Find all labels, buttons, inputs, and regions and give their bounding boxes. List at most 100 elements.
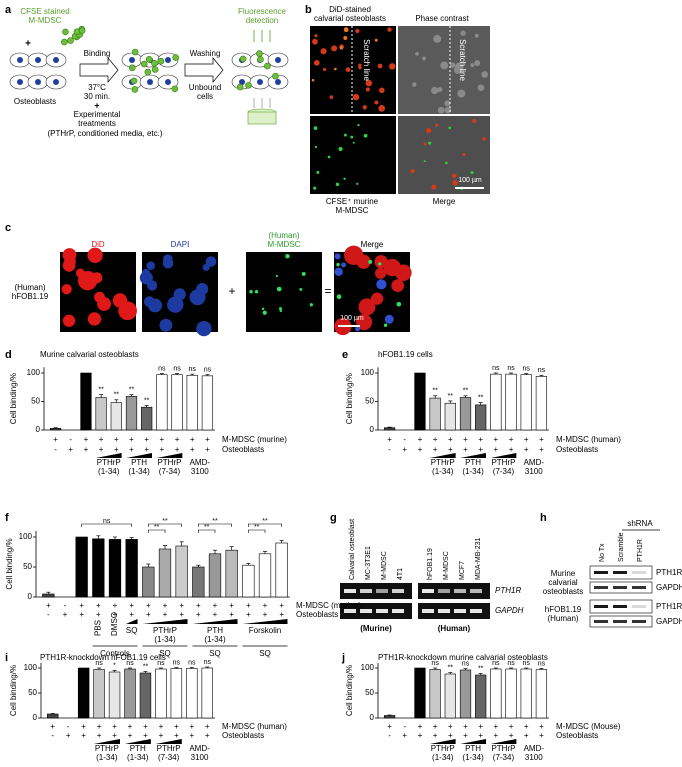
bar	[192, 566, 205, 598]
cell-dot	[343, 35, 348, 40]
band	[438, 609, 450, 613]
significance: ns	[462, 660, 470, 667]
significance: **	[162, 518, 168, 525]
condition-sign: +	[463, 731, 468, 740]
cell-dot	[368, 259, 373, 264]
dose-ramp	[125, 619, 138, 624]
mdsc-dot	[130, 77, 138, 85]
condition-name: M-MDSC (human)	[222, 722, 287, 731]
cell-dot	[148, 298, 163, 313]
cell-dot	[335, 182, 340, 187]
condition-sign: +	[179, 601, 184, 610]
label: DiD-stained	[329, 5, 371, 14]
bar	[186, 374, 198, 431]
bar	[42, 593, 55, 598]
cell-dot	[64, 255, 76, 268]
cell-dot	[320, 48, 327, 55]
dose-ramp	[242, 619, 288, 624]
label: 3100	[191, 753, 209, 762]
condition-sign: +	[66, 731, 71, 740]
y-axis-label: Cell binding/%	[9, 373, 18, 424]
bar	[535, 376, 548, 431]
label: SQ	[126, 626, 138, 635]
condition-sign: +	[144, 435, 149, 444]
label: PTH1R	[495, 586, 521, 595]
dose-ramp	[126, 453, 152, 458]
cell-dot	[415, 52, 419, 56]
condition-sign: +	[448, 435, 453, 444]
micrograph	[310, 116, 396, 194]
condition-sign: +	[433, 435, 438, 444]
bar	[171, 374, 183, 431]
label: Scramble	[618, 532, 625, 562]
cell-dot	[311, 78, 315, 82]
condition-sign: -	[388, 731, 391, 740]
y-tick-label: 0	[28, 592, 33, 601]
cell-dot	[339, 46, 344, 50]
bar	[47, 713, 59, 719]
label: 30 min.	[84, 92, 110, 101]
condition-sign: +	[463, 722, 468, 731]
cell-dot	[365, 79, 373, 87]
bar	[49, 427, 62, 431]
mdsc-dot	[78, 27, 86, 34]
mdsc-dot	[157, 57, 165, 65]
significance: **	[143, 663, 149, 670]
cell-dot	[472, 119, 477, 124]
cell-dot	[334, 253, 341, 260]
cell-dot	[410, 168, 415, 174]
cell-dot	[276, 286, 282, 292]
condition-sign: +	[53, 435, 58, 444]
significance: ns	[492, 660, 500, 667]
label: SQ	[259, 649, 271, 658]
label: (PTHrP, conditioned media, etc.)	[47, 129, 162, 138]
condition-sign: +	[418, 731, 423, 740]
cell-dot	[363, 133, 368, 138]
mdsc-dot	[151, 66, 159, 73]
band	[632, 605, 646, 608]
cell-dot	[173, 288, 186, 301]
label: (1-34)	[462, 467, 484, 476]
band	[376, 589, 388, 593]
cell-dot	[391, 279, 405, 292]
condition-name: M-MDSC (human)	[556, 435, 621, 444]
label: Merge	[433, 197, 456, 206]
y-tick-label: 100	[27, 368, 41, 377]
y-axis-label: Cell binding/%	[345, 665, 354, 716]
significance: **	[432, 388, 438, 395]
band	[344, 589, 356, 593]
condition-sign: +	[387, 722, 392, 731]
condition-sign: +	[143, 722, 148, 731]
significance: ns	[204, 367, 212, 374]
cell-dot	[147, 280, 158, 291]
band	[422, 609, 434, 613]
bar	[139, 672, 152, 719]
condition-sign: +	[402, 445, 407, 454]
condition-sign: +	[279, 610, 284, 619]
label: PTHrP	[157, 744, 181, 753]
condition-sign: +	[129, 601, 134, 610]
condition-sign: +	[189, 731, 194, 740]
bar	[475, 674, 487, 719]
bar	[520, 668, 532, 719]
label: PTHrP	[153, 626, 177, 635]
condition-sign: +	[478, 731, 483, 740]
label: (1-34)	[98, 467, 120, 476]
band	[344, 609, 356, 613]
y-tick-label: 50	[365, 397, 374, 406]
label: (1-34)	[432, 467, 454, 476]
cell-dot	[343, 177, 346, 180]
condition-sign: +	[160, 445, 165, 454]
cell-dot	[309, 303, 313, 307]
bar	[505, 668, 517, 719]
condition-sign: -	[47, 610, 50, 619]
bar	[142, 566, 155, 598]
condition-sign: +	[114, 435, 119, 444]
cell-dot	[196, 282, 209, 296]
panel-label: f	[5, 512, 9, 524]
condition-name: M-MDSC (murine)	[222, 435, 287, 444]
condition-sign: +	[213, 601, 218, 610]
label: (7-34)	[493, 467, 515, 476]
significance: **	[98, 387, 104, 394]
condition-sign: +	[246, 601, 251, 610]
